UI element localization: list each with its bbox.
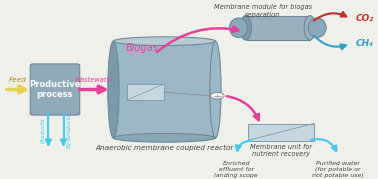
Text: Anaerobic membrane coupled reactor: Anaerobic membrane coupled reactor	[95, 145, 234, 151]
FancyBboxPatch shape	[30, 64, 80, 115]
Text: Wastewater: Wastewater	[74, 77, 114, 83]
Text: Membrane unit for
nutrient recovery: Membrane unit for nutrient recovery	[249, 144, 312, 157]
Ellipse shape	[210, 41, 221, 138]
Ellipse shape	[108, 41, 119, 138]
Text: Biogas: Biogas	[125, 43, 158, 53]
Text: By-products: By-products	[67, 113, 71, 148]
Text: Enriched
effluent for
landing scope: Enriched effluent for landing scope	[214, 161, 258, 178]
Ellipse shape	[308, 18, 326, 37]
Polygon shape	[113, 41, 215, 138]
Text: Purified water
(for potable or
not potable use): Purified water (for potable or not potab…	[312, 161, 364, 178]
Ellipse shape	[113, 134, 215, 142]
Circle shape	[211, 93, 224, 99]
Text: Membrane module for biogas
separation: Membrane module for biogas separation	[214, 4, 312, 18]
Text: Productive
process: Productive process	[29, 80, 81, 99]
Ellipse shape	[304, 16, 316, 40]
Ellipse shape	[240, 16, 251, 40]
Ellipse shape	[113, 37, 215, 45]
Polygon shape	[248, 124, 314, 141]
Polygon shape	[246, 16, 310, 40]
Text: CO₂: CO₂	[355, 14, 373, 23]
Text: CH₄: CH₄	[355, 39, 373, 48]
Ellipse shape	[229, 18, 248, 37]
Polygon shape	[127, 84, 164, 100]
Text: Feed: Feed	[9, 77, 27, 83]
Text: Products: Products	[40, 117, 45, 143]
